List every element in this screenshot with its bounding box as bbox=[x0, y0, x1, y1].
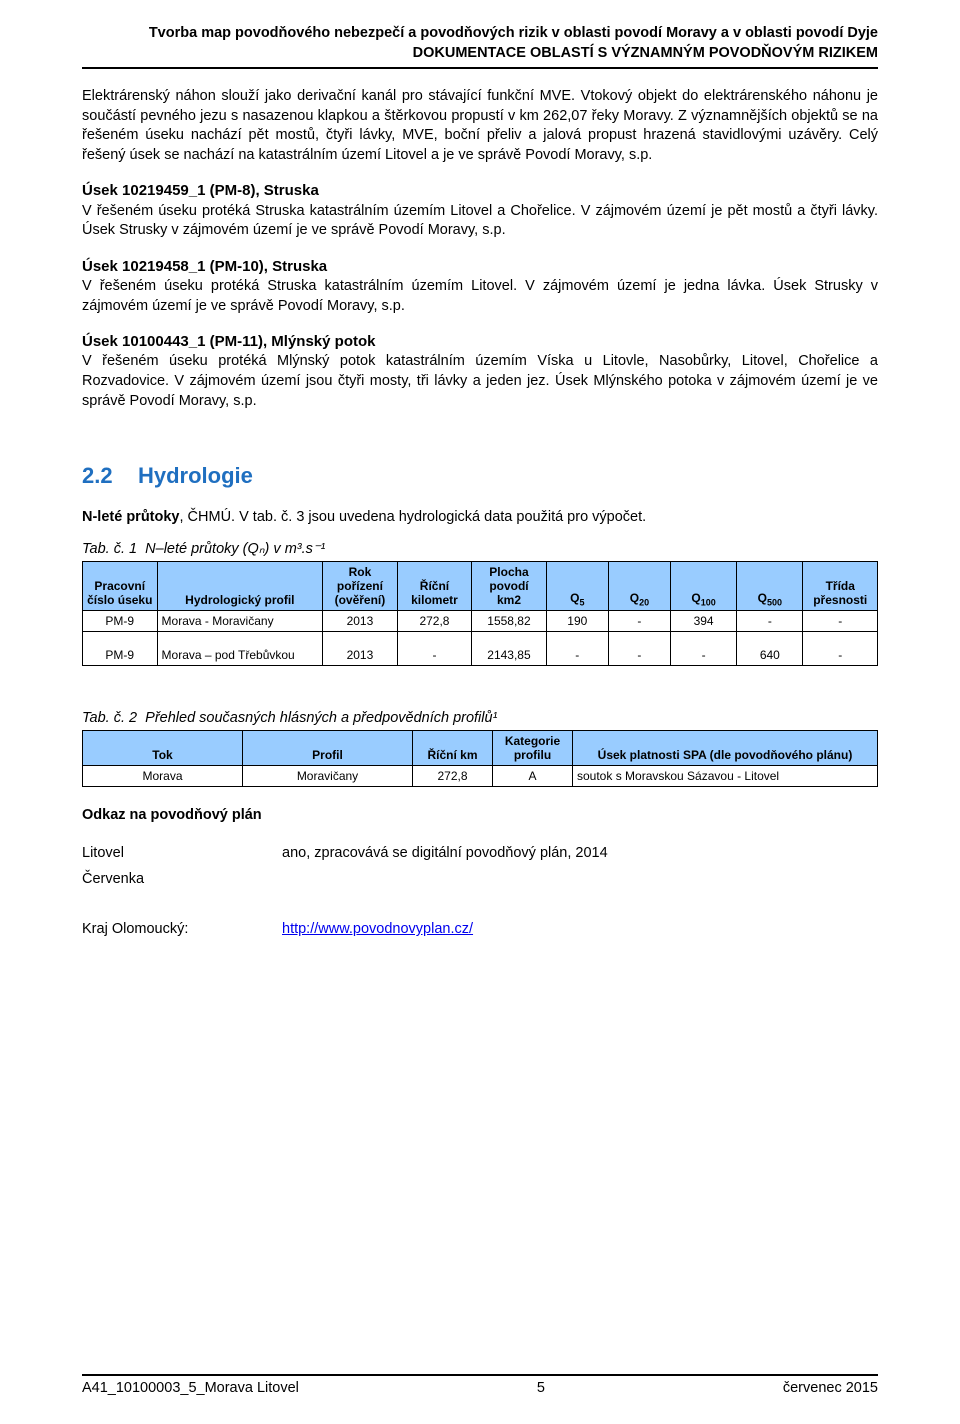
t1-r0-c2: 2013 bbox=[323, 611, 398, 632]
section-2-text: V řešeném úseku protéká Struska katastrá… bbox=[82, 277, 878, 316]
t1-r0-c5: 190 bbox=[546, 611, 608, 632]
t2-h0: Tok bbox=[83, 731, 243, 766]
table-1-header-row: Pracovní číslo úseku Hydrologický profil… bbox=[83, 562, 878, 611]
kraj-row: Kraj Olomoucký:http://www.povodnovyplan.… bbox=[82, 921, 878, 937]
t1-h7: Q20 bbox=[608, 562, 670, 611]
t1-r1-c5: - bbox=[546, 632, 608, 666]
t2-h2: Říční km bbox=[413, 731, 493, 766]
footer-left: A41_10100003_5_Morava Litovel bbox=[82, 1380, 299, 1396]
t1-h4: Říční kilometr bbox=[397, 562, 472, 611]
intro-paragraph: Elektrárenský náhon slouží jako derivačn… bbox=[82, 87, 878, 165]
header-line-2: DOKUMENTACE OBLASTÍ S VÝZNAMNÝM POVODŇOV… bbox=[82, 44, 878, 64]
table-2-header-row: Tok Profil Říční km Kategorie profilu Ús… bbox=[83, 731, 878, 766]
t1-r1-c1: Morava – pod Třebůvkou bbox=[157, 632, 323, 666]
t1-r0-c4: 1558,82 bbox=[472, 611, 547, 632]
t2-h1: Profil bbox=[243, 731, 413, 766]
hydro-intro: N-leté průtoky, ČHMÚ. V tab. č. 3 jsou u… bbox=[82, 509, 878, 525]
body-content: Elektrárenský náhon slouží jako derivačn… bbox=[82, 87, 878, 411]
t1-r1-c2: 2013 bbox=[323, 632, 398, 666]
kraj-link[interactable]: http://www.povodnovyplan.cz/ bbox=[282, 921, 473, 937]
t1-h6: Q5 bbox=[546, 562, 608, 611]
kraj-label: Kraj Olomoucký: bbox=[82, 921, 282, 937]
t1-r0-c1: Morava - Moravičany bbox=[157, 611, 323, 632]
t1-h8: Q100 bbox=[670, 562, 736, 611]
t1-r0-c7: 394 bbox=[670, 611, 736, 632]
t1-r1-c9: - bbox=[803, 632, 878, 666]
heading-number: 2.2 bbox=[82, 463, 138, 489]
t2-r0-c2: 272,8 bbox=[413, 766, 493, 787]
t1-r1-c7: - bbox=[670, 632, 736, 666]
t1-r1-c0: PM-9 bbox=[83, 632, 158, 666]
odkaz-key-0: Litovel bbox=[82, 845, 282, 861]
section-2-title: Úsek 10219458_1 (PM-10), Struska bbox=[82, 257, 878, 277]
t2-r0-c3: A bbox=[493, 766, 573, 787]
heading-text: Hydrologie bbox=[138, 463, 253, 488]
tab1-caption-rest: N–leté průtoky (Qₙ) v m³.s⁻¹ bbox=[145, 541, 325, 557]
section-3-text: V řešeném úseku protéká Mlýnský potok ka… bbox=[82, 352, 878, 411]
t1-r0-c3: 272,8 bbox=[397, 611, 472, 632]
t1-r0-c9: - bbox=[803, 611, 878, 632]
t1-h3: Rok pořízení (ověření) bbox=[323, 562, 398, 611]
hydro-intro-rest: , ČHMÚ. V tab. č. 3 jsou uvedena hydrolo… bbox=[180, 509, 647, 525]
table-1: Pracovní číslo úseku Hydrologický profil… bbox=[82, 561, 878, 666]
odkaz-val-0: ano, zpracovává se digitální povodňový p… bbox=[282, 845, 608, 861]
t2-h4: Úsek platnosti SPA (dle povodňového plán… bbox=[573, 731, 878, 766]
table-2-caption: Tab. č. 2 Přehled současných hlásných a … bbox=[82, 710, 878, 726]
odkaz-title: Odkaz na povodňový plán bbox=[82, 807, 878, 823]
t1-r1-c8: 640 bbox=[737, 632, 803, 666]
t1-h10: Třída přesnosti bbox=[803, 562, 878, 611]
odkaz-row-0: Litovelano, zpracovává se digitální povo… bbox=[82, 845, 878, 861]
t1-r1-c3: - bbox=[397, 632, 472, 666]
tab1-caption-prefix: Tab. č. 1 bbox=[82, 541, 137, 557]
footer-center: 5 bbox=[537, 1380, 545, 1396]
t2-r0-c1: Moravičany bbox=[243, 766, 413, 787]
hydro-intro-bold: N-leté průtoky bbox=[82, 509, 180, 525]
t2-h3: Kategorie profilu bbox=[493, 731, 573, 766]
table-2: Tok Profil Říční km Kategorie profilu Ús… bbox=[82, 730, 878, 787]
t1-r1-c4: 2143,85 bbox=[472, 632, 547, 666]
table-row: Morava Moravičany 272,8 A soutok s Morav… bbox=[83, 766, 878, 787]
section-1-title: Úsek 10219459_1 (PM-8), Struska bbox=[82, 181, 878, 201]
t1-r1-c6: - bbox=[608, 632, 670, 666]
t1-r0-c0: PM-9 bbox=[83, 611, 158, 632]
t1-r0-c8: - bbox=[737, 611, 803, 632]
t1-h1: Pracovní číslo úseku bbox=[83, 562, 158, 611]
t2-r0-c0: Morava bbox=[83, 766, 243, 787]
page-header: Tvorba map povodňového nebezpečí a povod… bbox=[82, 24, 878, 69]
t1-h9: Q500 bbox=[737, 562, 803, 611]
t2-r0-c4: soutok s Moravskou Sázavou - Litovel bbox=[573, 766, 878, 787]
odkaz-row-1: Červenka bbox=[82, 871, 878, 887]
section-3-title: Úsek 10100443_1 (PM-11), Mlýnský potok bbox=[82, 332, 878, 352]
heading-hydrologie: 2.2Hydrologie bbox=[82, 463, 878, 489]
table-1-caption: Tab. č. 1 N–leté průtoky (Qₙ) v m³.s⁻¹ bbox=[82, 541, 878, 557]
t1-r0-c6: - bbox=[608, 611, 670, 632]
header-line-1: Tvorba map povodňového nebezpečí a povod… bbox=[82, 24, 878, 44]
table-row: PM-9 Morava - Moravičany 2013 272,8 1558… bbox=[83, 611, 878, 632]
t1-h2: Hydrologický profil bbox=[157, 562, 323, 611]
tab2-caption-prefix: Tab. č. 2 bbox=[82, 710, 137, 726]
table-row: PM-9 Morava – pod Třebůvkou 2013 - 2143,… bbox=[83, 632, 878, 666]
odkaz-key-1: Červenka bbox=[82, 871, 282, 887]
footer-right: červenec 2015 bbox=[783, 1380, 878, 1396]
tab2-caption-rest: Přehled současných hlásných a předpovědn… bbox=[145, 710, 497, 726]
t1-h5: Plocha povodí km2 bbox=[472, 562, 547, 611]
section-1-text: V řešeném úseku protéká Struska katastrá… bbox=[82, 202, 878, 241]
page-footer: A41_10100003_5_Morava Litovel 5 červenec… bbox=[82, 1374, 878, 1396]
